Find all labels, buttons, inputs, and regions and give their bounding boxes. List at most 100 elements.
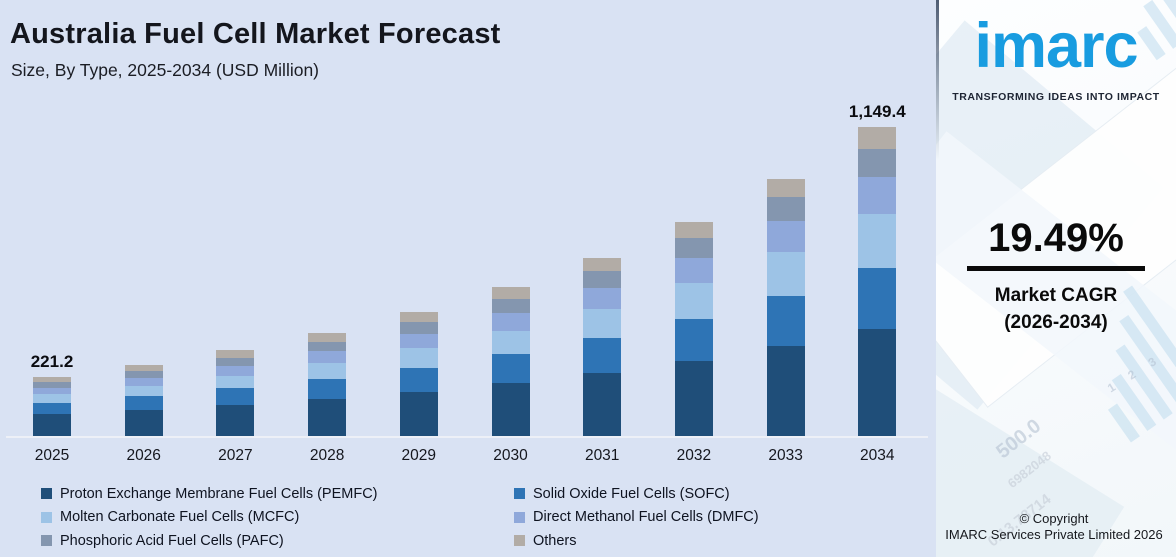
x-tick-2029: 2029 [401, 447, 437, 464]
cagr-label: Market CAGR [994, 285, 1118, 306]
bar-segment-2026 [124, 377, 163, 386]
watermark-text: 500.0 [992, 415, 1046, 464]
bar-segment-2030 [491, 299, 530, 314]
bar-segment-2031 [583, 309, 622, 339]
cagr-period: (2026-2034) [1004, 312, 1108, 333]
bar-segment-2032 [674, 257, 713, 284]
bar-segment-2034 [858, 177, 897, 215]
bar-segment-2034 [858, 127, 897, 149]
legend-swatch [41, 488, 52, 500]
bar-segment-2031 [583, 287, 622, 310]
bar-segment-2033 [766, 221, 805, 253]
legend-label: Proton Exchange Membrane Fuel Cells (PEM… [60, 485, 378, 502]
bar-segment-2031 [583, 338, 622, 373]
bar-segment-2026 [124, 409, 163, 436]
legend-label: Phosphoric Acid Fuel Cells (PAFC) [60, 532, 284, 549]
bar-segment-2030 [491, 330, 530, 355]
brand-panel: 500.0 6982048 0.13.78714 1 2 3 imarc TRA… [936, 0, 1176, 557]
bar-segment-2033 [766, 197, 805, 222]
legend-item: Solid Oxide Fuel Cells (SOFC) [514, 482, 921, 506]
bar-segment-2030 [491, 287, 530, 300]
bar-segment-2025 [33, 381, 71, 388]
legend-item: Phosphoric Acid Fuel Cells (PAFC) [41, 529, 514, 553]
legend-item: Proton Exchange Membrane Fuel Cells (PEM… [41, 482, 514, 506]
x-axis-line [6, 436, 928, 438]
bar-2033 [766, 178, 805, 436]
bar-segment-2025 [33, 402, 71, 414]
bar-segment-2029 [399, 391, 438, 436]
x-tick-2025: 2025 [34, 447, 70, 464]
bar-segment-2032 [674, 221, 713, 238]
x-tick-2032: 2032 [676, 447, 712, 464]
bar-segment-2034 [858, 267, 897, 330]
bar-segment-2029 [399, 348, 438, 368]
bar-segment-2033 [766, 178, 805, 198]
watermark-shape [936, 131, 1176, 489]
bar-2030 [491, 287, 530, 436]
copyright-line1: © Copyright [1019, 511, 1089, 526]
bar-segment-2031 [583, 257, 622, 272]
value-label-2034: 1,149.4 [848, 102, 906, 122]
bar-2029 [399, 312, 438, 436]
bar-segment-2025 [33, 413, 71, 436]
bar-segment-2027 [216, 375, 255, 389]
bar-segment-2031 [583, 372, 622, 436]
legend-label: Direct Methanol Fuel Cells (DMFC) [533, 509, 759, 526]
bar-segment-2025 [33, 376, 71, 382]
bar-segment-2034 [858, 214, 897, 268]
bar-segment-2029 [399, 334, 438, 349]
watermark-chart-bars [1058, 285, 1176, 443]
bar-chart: 2025 2026 2027 2028 2029 2030 2031 2032 2033 2034… [6, 102, 928, 464]
bar-segment-2033 [766, 252, 805, 296]
panel-left-edge [936, 0, 939, 160]
bar-segment-2033 [766, 295, 805, 347]
bar-segment-2027 [216, 350, 255, 358]
x-tick-2030: 2030 [493, 447, 528, 464]
bar-2031 [583, 257, 622, 436]
bar-segment-2030 [491, 313, 530, 331]
legend-item: Direct Methanol Fuel Cells (DMFC) [514, 506, 921, 530]
bar-segment-2027 [216, 404, 255, 436]
bar-segment-2032 [674, 237, 713, 258]
bar-segment-2033 [766, 346, 805, 436]
cagr-value: 19.49% [988, 216, 1124, 260]
bar-segment-2028 [308, 378, 347, 399]
bar-segment-2032 [674, 360, 713, 436]
bar-segment-2025 [33, 394, 71, 403]
bar-segment-2026 [124, 364, 163, 371]
legend-swatch [514, 535, 525, 547]
bar-2034 [858, 127, 897, 436]
watermark-text: 1 2 3 [1104, 350, 1165, 396]
bar-segment-2030 [491, 382, 530, 436]
legend-swatch [41, 511, 52, 523]
legend-item: Others [514, 529, 921, 553]
value-label-2025: 221.2 [30, 351, 74, 371]
bar-segment-2025 [33, 387, 71, 395]
bar-segment-2028 [308, 351, 347, 364]
x-tick-2031: 2031 [584, 447, 620, 464]
x-tick-2034: 2034 [860, 447, 895, 464]
copyright: © Copyright IMARC Services Private Limit… [936, 511, 1172, 544]
bar-segment-2031 [583, 271, 622, 288]
bar-segment-2028 [308, 333, 347, 342]
chart-subtitle: Size, By Type, 2025-2034 (USD Million) [11, 60, 320, 80]
legend-swatch [41, 535, 52, 547]
legend-label: Solid Oxide Fuel Cells (SOFC) [533, 485, 730, 502]
bar-segment-2034 [858, 329, 897, 436]
bar-segment-2027 [216, 365, 255, 376]
cagr-divider [967, 266, 1145, 271]
bar-segment-2028 [308, 398, 347, 436]
bar-segment-2027 [216, 388, 255, 405]
x-tick-2026: 2026 [126, 447, 161, 464]
legend-swatch [514, 511, 525, 523]
x-tick-2033: 2033 [768, 447, 803, 464]
x-tick-2027: 2027 [218, 447, 253, 464]
legend-item: Molten Carbonate Fuel Cells (MCFC) [41, 506, 514, 530]
bar-segment-2029 [399, 367, 438, 392]
bar-segment-2029 [399, 322, 438, 334]
bar-segment-2028 [308, 363, 347, 379]
bar-segment-2032 [674, 283, 713, 319]
bar-segment-2032 [674, 318, 713, 361]
imarc-logo: imarc [974, 11, 1138, 81]
bar-2028 [308, 333, 347, 436]
